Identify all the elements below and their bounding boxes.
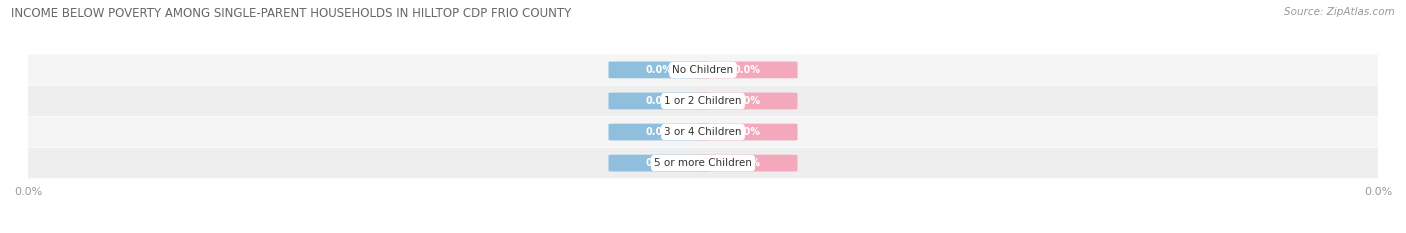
- Text: 0.0%: 0.0%: [645, 127, 672, 137]
- FancyBboxPatch shape: [696, 155, 797, 171]
- FancyBboxPatch shape: [21, 86, 1385, 116]
- FancyBboxPatch shape: [609, 155, 710, 171]
- Text: 3 or 4 Children: 3 or 4 Children: [664, 127, 742, 137]
- FancyBboxPatch shape: [21, 148, 1385, 178]
- Text: 5 or more Children: 5 or more Children: [654, 158, 752, 168]
- Text: 0.0%: 0.0%: [645, 158, 672, 168]
- FancyBboxPatch shape: [609, 124, 710, 140]
- Text: 0.0%: 0.0%: [734, 158, 761, 168]
- FancyBboxPatch shape: [21, 55, 1385, 85]
- FancyBboxPatch shape: [696, 124, 797, 140]
- FancyBboxPatch shape: [21, 117, 1385, 147]
- Text: INCOME BELOW POVERTY AMONG SINGLE-PARENT HOUSEHOLDS IN HILLTOP CDP FRIO COUNTY: INCOME BELOW POVERTY AMONG SINGLE-PARENT…: [11, 7, 571, 20]
- Text: 1 or 2 Children: 1 or 2 Children: [664, 96, 742, 106]
- Text: No Children: No Children: [672, 65, 734, 75]
- Text: 0.0%: 0.0%: [645, 65, 672, 75]
- Text: 0.0%: 0.0%: [734, 65, 761, 75]
- Text: 0.0%: 0.0%: [734, 96, 761, 106]
- Text: Source: ZipAtlas.com: Source: ZipAtlas.com: [1284, 7, 1395, 17]
- Text: 0.0%: 0.0%: [645, 96, 672, 106]
- FancyBboxPatch shape: [609, 93, 710, 109]
- Text: 0.0%: 0.0%: [734, 127, 761, 137]
- FancyBboxPatch shape: [696, 62, 797, 78]
- FancyBboxPatch shape: [696, 93, 797, 109]
- FancyBboxPatch shape: [609, 62, 710, 78]
